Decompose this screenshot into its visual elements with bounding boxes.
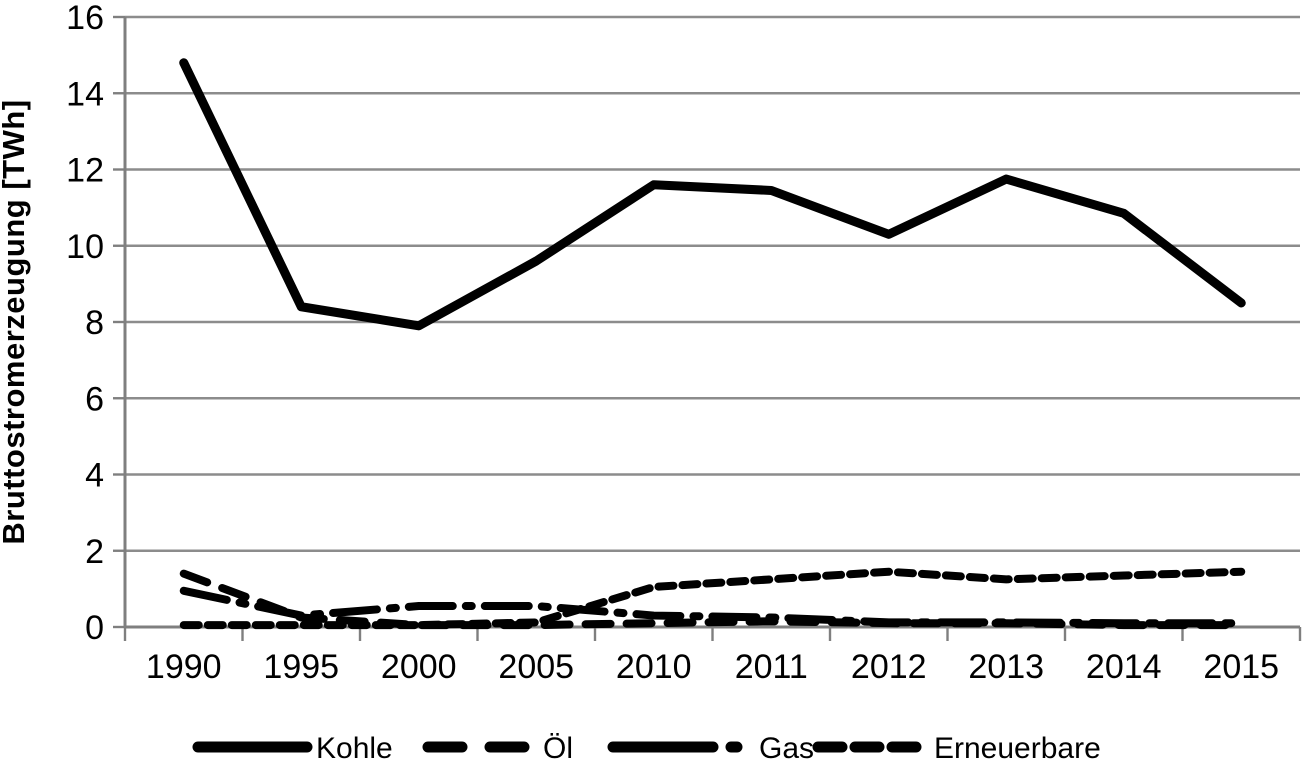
x-tick-label-1990: 1990 — [146, 648, 222, 686]
x-tick-label-2005: 2005 — [498, 648, 574, 686]
y-tick-label: 6 — [85, 380, 104, 418]
x-tick-label-2012: 2012 — [851, 648, 927, 686]
y-tick-label: 12 — [66, 152, 104, 190]
legend-item-erneuerbare: Erneuerbare — [812, 732, 1101, 763]
x-tick-label-2014: 2014 — [1086, 648, 1162, 686]
data-series — [179, 58, 1246, 630]
y-tick-label: 16 — [66, 0, 104, 37]
x-tick-label-1995: 1995 — [263, 648, 339, 686]
series-line-gas — [179, 586, 1246, 628]
axis-tick-labels: 0 2 4 6 8 10 12 14 16 1990 1995 2000 2005 2010 2011 201… — [66, 0, 1279, 686]
legend-label-öl: Öl — [543, 732, 573, 763]
y-tick-label: 8 — [85, 304, 104, 342]
series-line-erneuerbare — [179, 567, 1246, 630]
x-tick-label-2010: 2010 — [616, 648, 692, 686]
legend: Kohle Öl Gas Erneuerbare — [192, 732, 1101, 763]
legend-item-kohle: Kohle — [192, 732, 393, 763]
x-tick-label-2013: 2013 — [968, 648, 1044, 686]
legend-label-erneuerbare: Erneuerbare — [934, 732, 1101, 763]
x-tick-label-2000: 2000 — [381, 648, 457, 686]
y-tick-label: 2 — [85, 533, 104, 571]
x-tick-label-2011: 2011 — [735, 648, 808, 686]
axes — [113, 15, 1302, 641]
legend-item-gas: Gas — [607, 732, 814, 763]
y-axis-title: Bruttostromerzeugung [TWh] — [0, 99, 31, 544]
legend-label-kohle: Kohle — [316, 732, 393, 763]
y-tick-label: 0 — [85, 609, 104, 647]
series-line-kohle — [179, 58, 1246, 331]
y-tick-label: 14 — [66, 75, 104, 113]
y-tick-label: 4 — [85, 457, 104, 495]
y-tick-label: 10 — [66, 228, 104, 266]
legend-label-gas: Gas — [759, 732, 814, 763]
legend-item-öl: Öl — [422, 732, 573, 763]
gridlines — [125, 15, 1300, 629]
x-tick-label-2015: 2015 — [1203, 648, 1279, 686]
